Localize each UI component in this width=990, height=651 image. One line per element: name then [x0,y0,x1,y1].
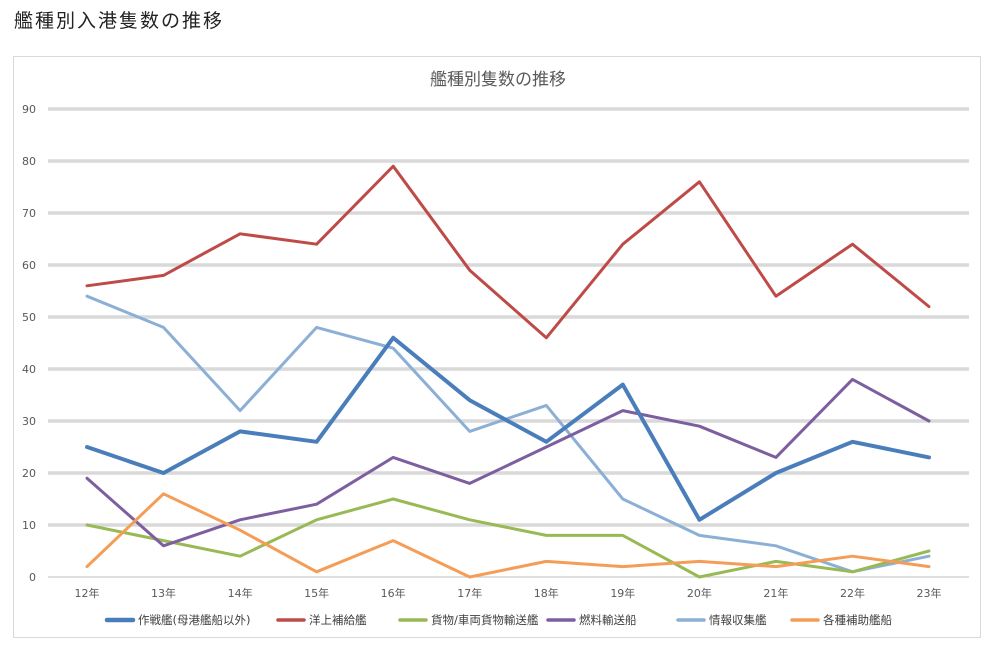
page-title: 艦種別入港隻数の推移 [14,10,225,32]
x-tick-label: 23年 [917,586,942,600]
series-line [85,335,931,522]
x-tick-label: 14年 [228,586,253,600]
y-tick-label: 40 [22,363,36,376]
series-line [85,492,931,579]
y-tick-label: 0 [29,571,36,584]
legend-label: 貨物/車両貨物輸送艦 [431,613,539,627]
y-tick-label: 60 [22,259,36,272]
line-chart: 艦種別隻数の推移 0 10 20 30 40 50 60 70 80 90 12年 13年 14年 15年 1… [22,70,969,627]
y-tick-label: 10 [22,519,36,532]
x-tick-label: 12年 [75,586,100,600]
x-tick-label: 18年 [534,586,559,600]
legend-label: 各種補助艦船 [823,613,892,627]
legend-label: 作戦艦(母港艦船以外) [138,613,250,627]
chart-title: 艦種別隻数の推移 [430,70,566,90]
series-line [85,497,931,579]
chart-frame: 艦種別隻数の推移 0 10 20 30 40 50 60 70 80 90 12年 13年 14年 15年 1… [13,56,981,638]
x-tick-label: 16年 [381,586,406,600]
series-line [85,164,931,340]
legend-label: 情報収集艦 [709,613,767,627]
y-tick-label: 50 [22,311,36,324]
x-tick-label: 21年 [763,586,788,600]
x-tick-label: 20年 [687,586,712,600]
x-tick-label: 15年 [304,586,329,600]
y-tick-label: 90 [22,103,36,116]
y-tick-label: 20 [22,467,36,480]
y-tick-label: 70 [22,207,36,220]
y-tick-label: 80 [22,155,36,168]
legend-label: 燃料輸送船 [579,613,637,627]
x-tick-label: 22年 [840,586,865,600]
y-tick-label: 30 [22,415,36,428]
series-line [85,294,931,574]
x-tick-label: 17年 [457,586,482,600]
x-tick-label: 19年 [610,586,635,600]
legend-label: 洋上補給艦 [309,613,367,627]
x-tick-label: 13年 [151,586,176,600]
